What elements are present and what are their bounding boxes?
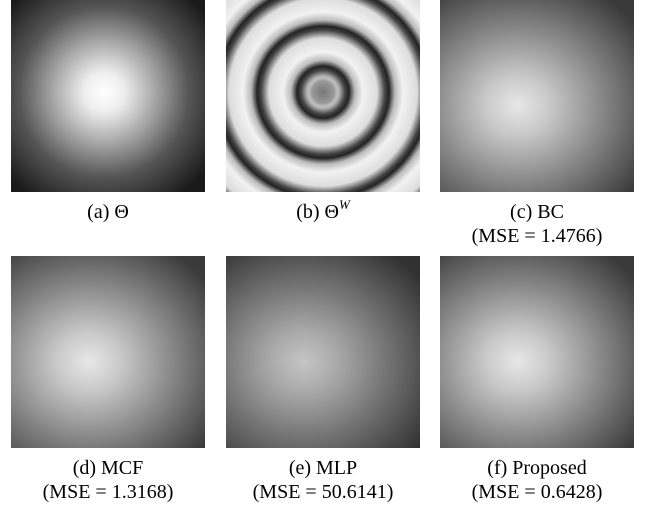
caption-mse: (MSE = 50.6141) (216, 480, 430, 504)
caption-label: (f) Proposed (430, 456, 644, 480)
caption: (e) MLP(MSE = 50.6141) (216, 456, 430, 504)
caption-mse: (MSE = 1.3168) (1, 480, 215, 504)
caption: (d) MCF(MSE = 1.3168) (1, 456, 215, 504)
caption-superscript: W (339, 197, 350, 212)
caption: (f) Proposed(MSE = 0.6428) (430, 456, 644, 504)
caption-mse: (MSE = 0.6428) (430, 480, 644, 504)
caption-label: (b) Θ (296, 201, 339, 223)
figure: (a) Θ (b) ΘW (c) BC(MSE = 1.4766) (d) MC… (0, 0, 646, 512)
image-mcf (11, 256, 205, 448)
image-bc (440, 0, 634, 192)
image-proposed (440, 256, 634, 448)
caption-label: (d) MCF (1, 456, 215, 480)
image-theta (11, 0, 205, 192)
caption: (a) Θ (1, 200, 215, 224)
caption-mse: (MSE = 1.4766) (430, 224, 644, 248)
caption: (b) ΘW (216, 200, 430, 224)
caption-label: (c) BC (430, 200, 644, 224)
image-wrapped (226, 0, 420, 192)
caption-label: (a) Θ (87, 201, 129, 223)
caption: (c) BC(MSE = 1.4766) (430, 200, 644, 248)
image-mlp (226, 256, 420, 448)
caption-label: (e) MLP (216, 456, 430, 480)
